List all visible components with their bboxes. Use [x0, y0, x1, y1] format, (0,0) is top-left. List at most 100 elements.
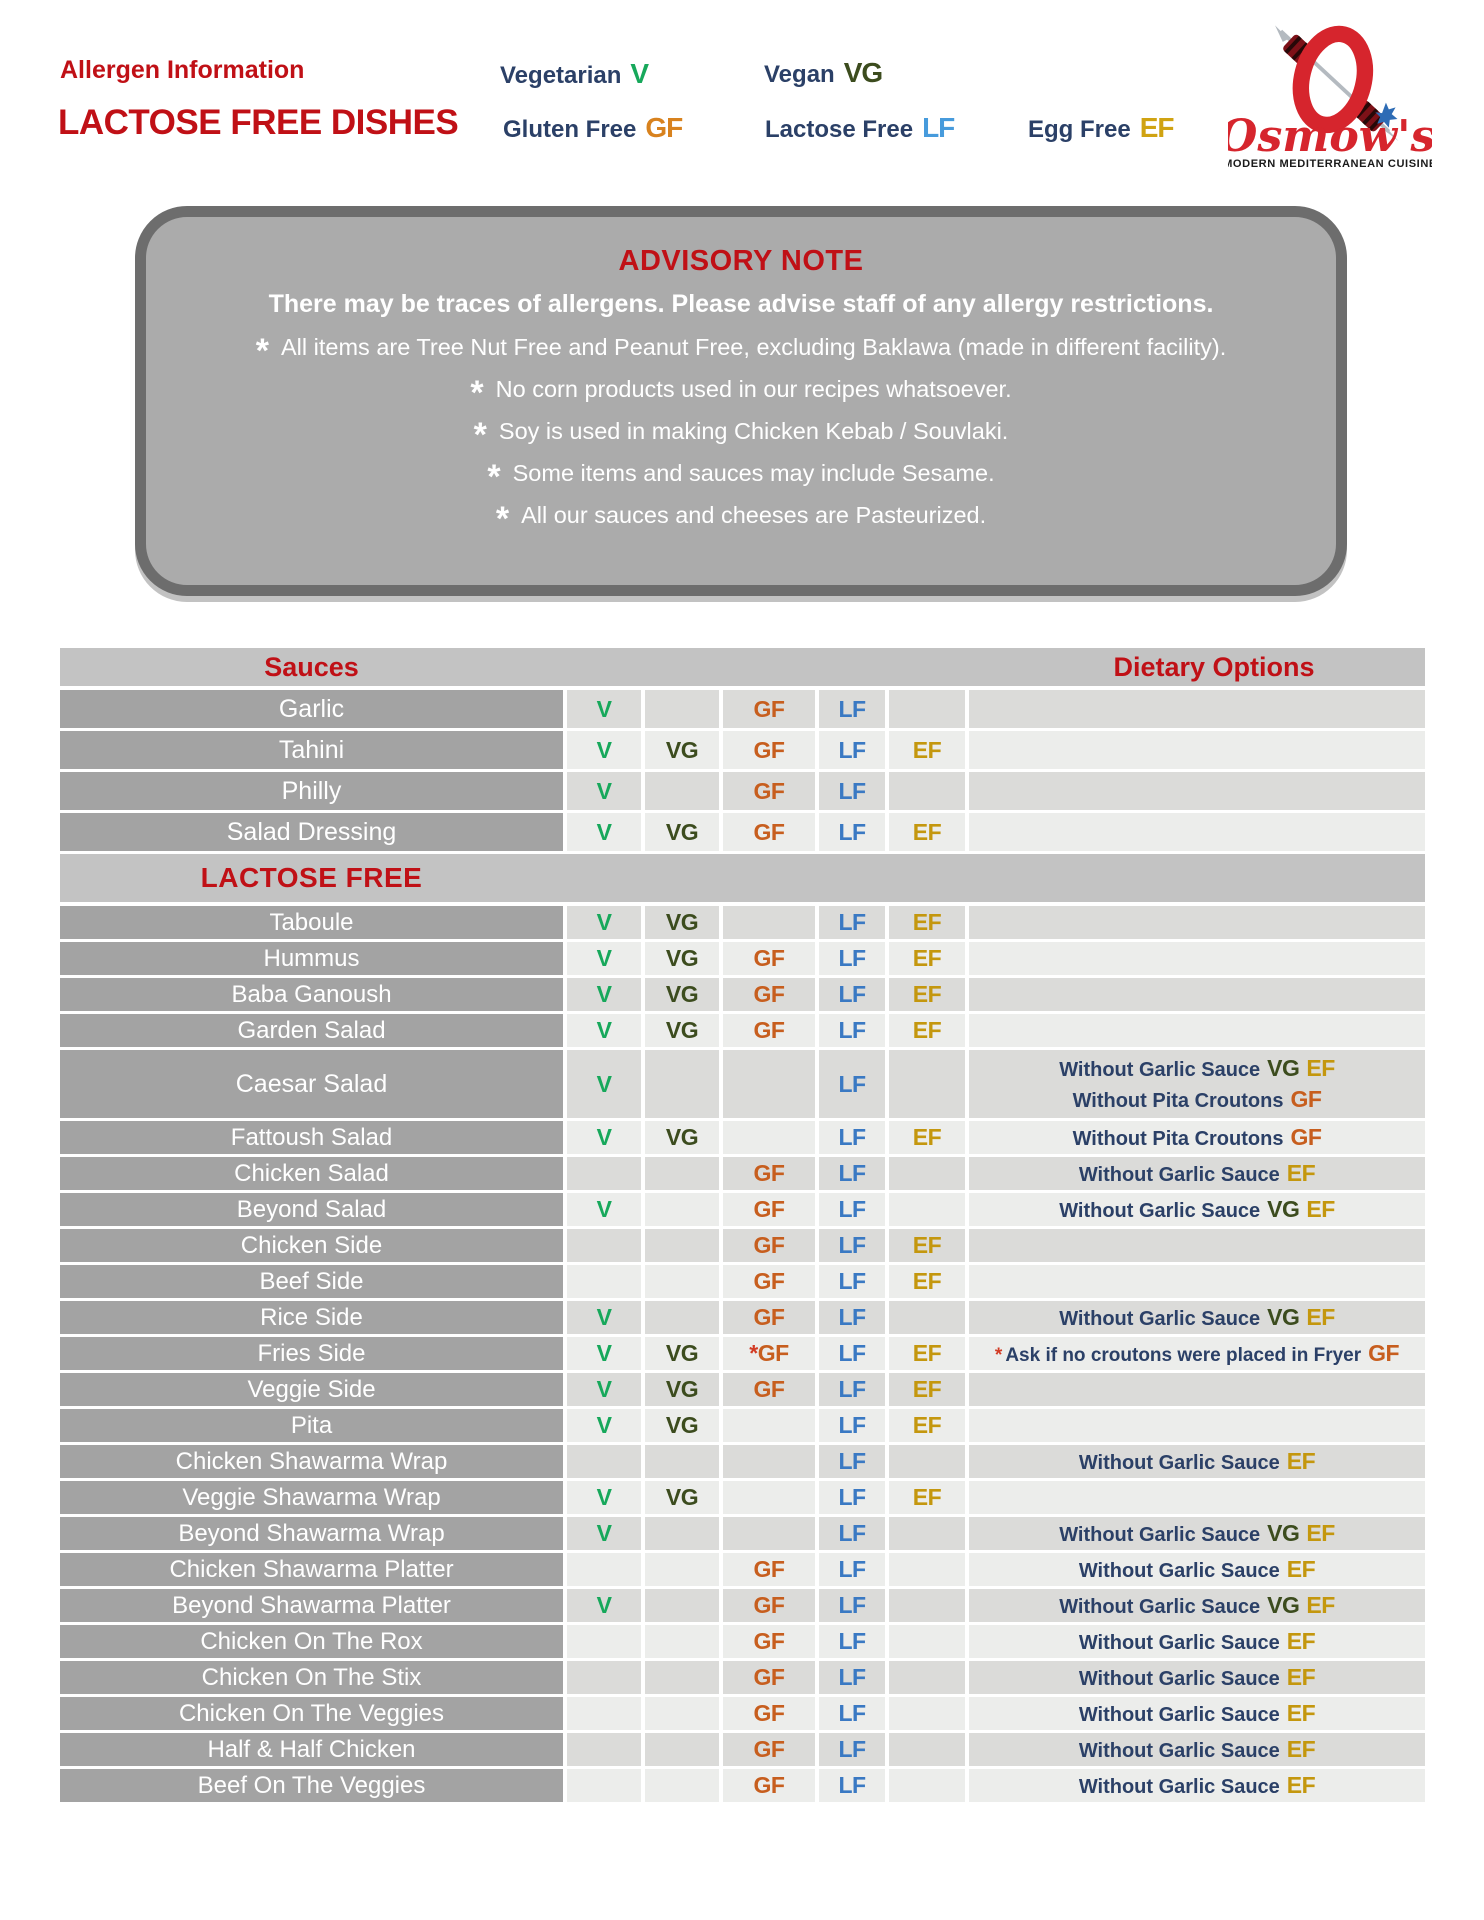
dietary-note — [969, 690, 1425, 728]
badge-ef: EF — [912, 736, 942, 763]
flag-cell-gf: GF — [723, 690, 815, 728]
badge-vg: VG — [665, 1340, 699, 1366]
flag-cell-vg — [645, 1229, 719, 1262]
dietary-note: Without Garlic Sauce EF — [969, 1625, 1425, 1658]
dish-name: Beef On The Veggies — [60, 1769, 563, 1802]
legend-lactose-free: Lactose Free LF — [765, 112, 955, 144]
flag-cell-lf: LF — [819, 1517, 885, 1550]
table-row: Rice Side V GF LF Without Garlic Sauce VG EF — [60, 1301, 1425, 1334]
badge-vg: VG — [1267, 1519, 1300, 1546]
table-row: Beyond Salad V GF LF Without Garlic Sauce VG E… — [60, 1193, 1425, 1226]
dish-name: Pita — [60, 1409, 563, 1442]
table-row: Beyond Shawarma Wrap V LF Without Garlic Sa… — [60, 1517, 1425, 1550]
table-row: Beef Side GF LF EF — [60, 1265, 1425, 1298]
badge-gf: GF — [753, 1700, 785, 1726]
asterisk-icon: * — [994, 1344, 1003, 1366]
badge-lf: LF — [838, 1664, 866, 1690]
badge-v: V — [596, 909, 612, 935]
flag-cell-vg: VG — [645, 942, 719, 975]
badge-vg: VG — [665, 1484, 699, 1510]
badge-lf: LF — [838, 1412, 866, 1438]
gluten-free-badge: GF — [645, 112, 683, 143]
flag-cell-v: V — [567, 1481, 641, 1514]
table-row: Taboule V VG LF EF — [60, 906, 1425, 939]
dish-name: Salad Dressing — [60, 813, 563, 851]
dish-name: Chicken Shawarma Platter — [60, 1553, 563, 1586]
badge-lf: LF — [838, 1448, 866, 1474]
egg-free-badge: EF — [1139, 112, 1175, 143]
flag-cell-v: V — [567, 690, 641, 728]
badge-lf: LF — [838, 1700, 866, 1726]
badge-vg: VG — [1267, 1195, 1300, 1222]
flag-cell-v — [567, 1769, 641, 1802]
flag-cell-gf: GF — [723, 942, 815, 975]
logo-o-ring — [1292, 25, 1374, 134]
flag-cell-vg — [645, 1661, 719, 1694]
flag-cell-gf: GF — [723, 1697, 815, 1730]
advisory-lines: * All items are Tree Nut Free and Peanut … — [146, 334, 1336, 538]
flag-cell-lf: LF — [819, 1553, 885, 1586]
flag-cell-vg — [645, 1050, 719, 1118]
badge-lf: LF — [838, 1376, 866, 1402]
flag-cell-vg: VG — [645, 978, 719, 1011]
table-row: Philly V GF LF — [60, 772, 1425, 810]
badge-lf: LF — [838, 1484, 866, 1510]
badge-lf: LF — [838, 1196, 866, 1222]
dietary-note-line: Without Garlic Sauce VG EF — [1059, 1519, 1335, 1546]
flag-cell-vg — [645, 1697, 719, 1730]
flag-cell-vg — [645, 1193, 719, 1226]
flag-cell-lf: LF — [819, 1373, 885, 1406]
badge-lf: LF — [838, 1340, 866, 1366]
badge-ef: EF — [912, 1017, 942, 1043]
dish-name: Beef Side — [60, 1265, 563, 1298]
badge-ef: EF — [1286, 1735, 1316, 1762]
flag-cell-ef — [889, 1301, 965, 1334]
badge-lf: LF — [838, 1268, 866, 1294]
flag-cell-gf: GF — [723, 1157, 815, 1190]
flag-cell-lf: LF — [819, 813, 885, 851]
badge-vg: VG — [1267, 1303, 1300, 1330]
asterisk-icon: * — [749, 1340, 758, 1366]
vegan-badge: VG — [843, 57, 883, 88]
badge-ef: EF — [912, 1484, 942, 1510]
flag-cell-v: V — [567, 1517, 641, 1550]
badge-ef: EF — [912, 909, 942, 935]
advisory-note-line: * All our sauces and cheeses are Pasteuri… — [495, 500, 987, 538]
legend-vegan: Vegan VG — [764, 57, 883, 89]
flag-cell-vg — [645, 1445, 719, 1478]
badge-ef: EF — [912, 1340, 942, 1366]
dietary-note-line: Without Pita Croutons GF — [1072, 1123, 1322, 1150]
badge-lf: LF — [838, 1304, 866, 1330]
dish-name: Tahini — [60, 731, 563, 769]
badge-v: V — [596, 1304, 612, 1330]
flag-cell-v: V — [567, 731, 641, 769]
dietary-note-line: * Ask if no croutons were placed in Fryer… — [994, 1339, 1400, 1366]
flag-cell-vg — [645, 1553, 719, 1586]
badge-ef: EF — [912, 818, 942, 845]
badge-v: V — [596, 777, 612, 804]
flag-cell-v: V — [567, 1193, 641, 1226]
dietary-note: Without Garlic Sauce EF — [969, 1157, 1425, 1190]
flag-cell-v — [567, 1445, 641, 1478]
flag-cell-vg — [645, 772, 719, 810]
vegetarian-badge: V — [630, 58, 649, 89]
flag-cell-gf: GF — [723, 1265, 815, 1298]
flag-cell-lf: LF — [819, 1409, 885, 1442]
flag-cell-gf: GF — [723, 731, 815, 769]
dietary-note — [969, 772, 1425, 810]
badge-lf: LF — [838, 695, 866, 722]
badge-lf: LF — [838, 1736, 866, 1762]
table-row: Chicken On The Rox GF LF Without Garlic Sau… — [60, 1625, 1425, 1658]
dietary-note: Without Pita Croutons GF — [969, 1121, 1425, 1154]
badge-ef: EF — [912, 1124, 942, 1150]
flag-cell-gf — [723, 1445, 815, 1478]
lactose-free-section-band: LACTOSE FREE — [60, 854, 1425, 902]
badge-gf: GF — [753, 818, 785, 845]
flag-cell-gf: GF — [723, 1553, 815, 1586]
dish-name: Taboule — [60, 906, 563, 939]
table-row: Fattoush Salad V VG LF EF Without Pita Crouto… — [60, 1121, 1425, 1154]
legend-label: Egg Free — [1028, 116, 1131, 143]
badge-v: V — [596, 1017, 612, 1043]
flag-cell-v: V — [567, 978, 641, 1011]
badge-gf: GF — [753, 1556, 785, 1582]
